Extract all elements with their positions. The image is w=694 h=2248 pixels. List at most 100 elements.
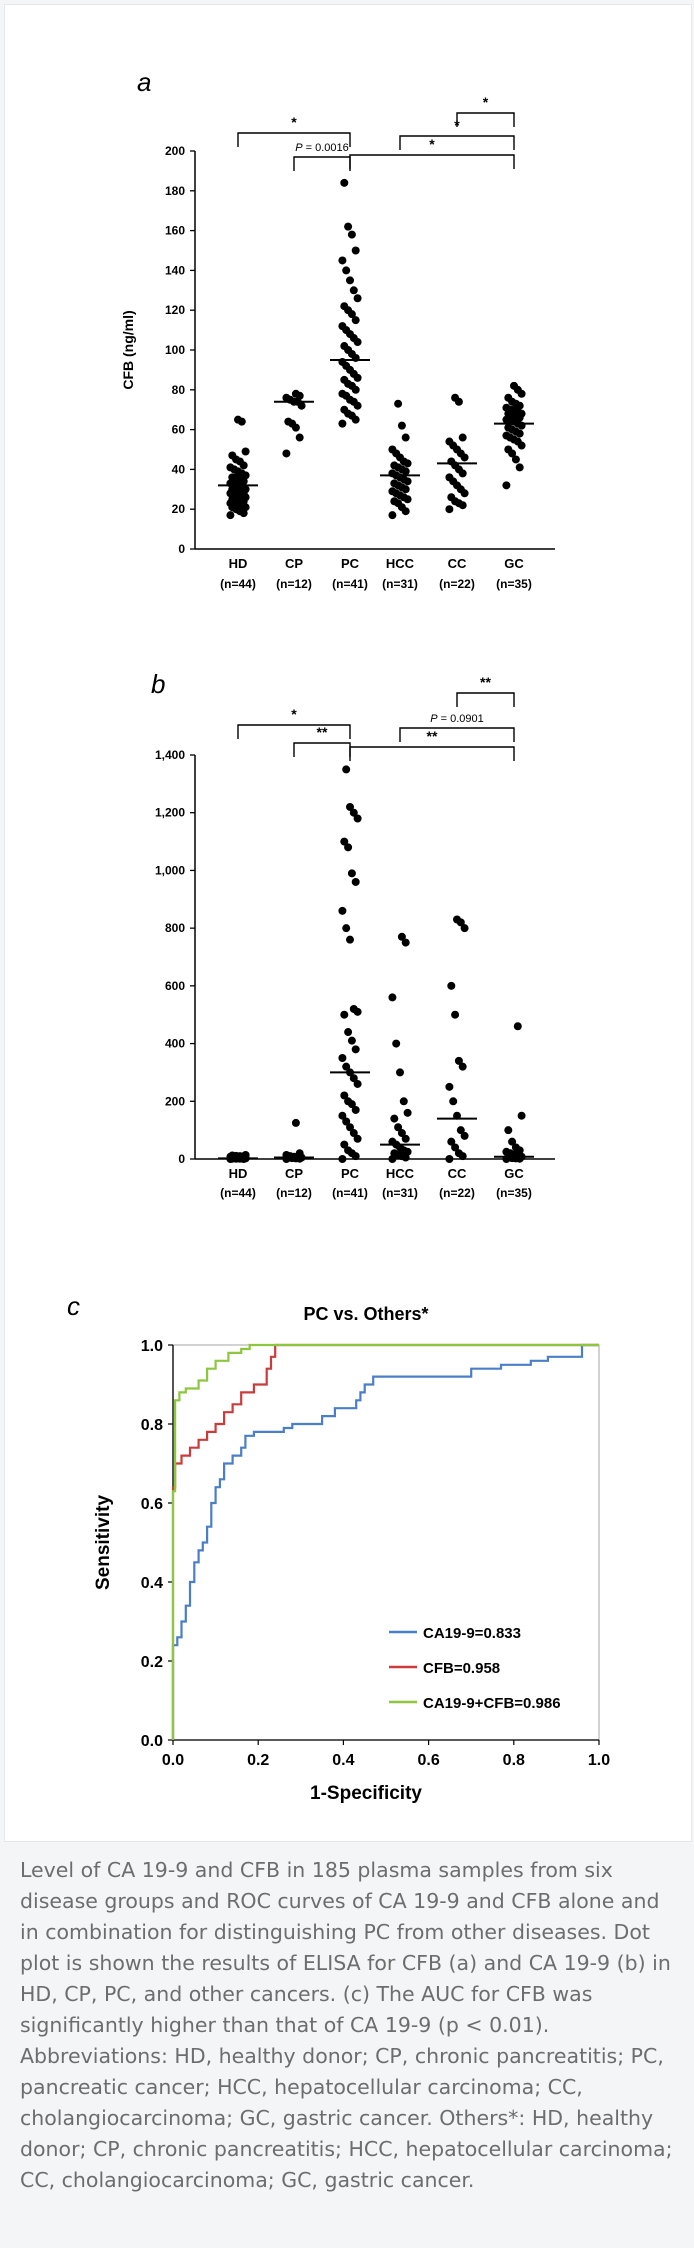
panel-b-data-point bbox=[454, 1056, 463, 1065]
panel-a-data-point bbox=[282, 393, 291, 402]
panel-a-data-point bbox=[451, 393, 460, 402]
panel-b-y-tick-label: 1,400 bbox=[155, 748, 185, 762]
panel-b-data-point bbox=[392, 1039, 401, 1048]
panel-b-significance-label: * bbox=[291, 706, 297, 722]
panel-a-data-point bbox=[340, 342, 349, 351]
panel-a-data-point bbox=[228, 451, 237, 460]
panel-b-data-point bbox=[353, 1079, 362, 1088]
panel-a-data-point bbox=[338, 322, 347, 331]
panel-a-data-point bbox=[388, 511, 397, 520]
panel-b-y-tick-label: 600 bbox=[165, 979, 185, 993]
roc-y-tick-label: 0.0 bbox=[141, 1733, 163, 1750]
panel-b-data-point bbox=[460, 924, 469, 933]
roc-y-tick-label: 0.4 bbox=[141, 1575, 163, 1592]
panel-b-data-point bbox=[295, 1149, 304, 1158]
panel-a-y-tick-label: 60 bbox=[172, 423, 186, 437]
panel-b-data-point bbox=[342, 1117, 351, 1126]
panel-a-data-point bbox=[458, 433, 467, 442]
panel-b-data-point bbox=[504, 1126, 513, 1135]
panel-a-data-point bbox=[340, 375, 349, 384]
panel-b-letter: b bbox=[151, 669, 165, 699]
panel-a-category-label: HCC bbox=[386, 556, 415, 571]
panel-b-data-point bbox=[342, 924, 351, 933]
panel-a-count-label: (n=41) bbox=[332, 577, 368, 591]
panel-b-data-point bbox=[353, 1134, 362, 1143]
panel-b-y-tick-label: 200 bbox=[165, 1094, 185, 1108]
panel-a-data-point bbox=[447, 493, 456, 502]
panel-b-data-point bbox=[349, 1074, 358, 1083]
panel-a-significance-bracket bbox=[456, 112, 515, 127]
panel-b-data-point bbox=[401, 1134, 410, 1143]
panel-a-significance-bracket bbox=[237, 132, 351, 147]
panel-a-data-point bbox=[515, 463, 524, 472]
panel-b-data-point bbox=[346, 1123, 354, 1132]
panel-b-data-point bbox=[344, 843, 353, 852]
panel-a-data-point bbox=[388, 445, 397, 454]
panel-a-category-label: CP bbox=[285, 556, 303, 571]
panel-a-category-label: HD bbox=[229, 556, 248, 571]
panel-b-count-label: (n=31) bbox=[382, 1186, 418, 1200]
roc-curve-2 bbox=[171, 1343, 599, 1740]
panel-a-data-point bbox=[340, 178, 349, 187]
panel-a-y-tick-label: 200 bbox=[165, 144, 185, 158]
panel-a-data-point bbox=[338, 419, 347, 428]
panel-b-y-tick-label: 0 bbox=[178, 1152, 185, 1166]
panel-b-data-point bbox=[351, 1045, 360, 1054]
panel-a-data-point bbox=[241, 447, 250, 456]
panel-a-data-point bbox=[340, 302, 349, 311]
panel-a-y-tick-label: 40 bbox=[172, 462, 186, 476]
panel-a-significance-label: * bbox=[291, 114, 297, 130]
panel-b-significance-label: ** bbox=[427, 728, 438, 744]
panel-b-data-point bbox=[456, 1126, 465, 1135]
panel-a-count-label: (n=22) bbox=[439, 577, 475, 591]
panel-b-data-point bbox=[397, 1129, 406, 1138]
panel-a-y-tick-label: 140 bbox=[165, 263, 185, 277]
roc-x-tick-label: 1.0 bbox=[588, 1752, 610, 1769]
panel-b-significance-label: ** bbox=[317, 724, 328, 740]
panel-a-count-label: (n=44) bbox=[220, 577, 256, 591]
roc-y-axis-label: Sensitivity bbox=[93, 1495, 114, 1590]
panel-b-data-point bbox=[517, 1111, 526, 1120]
panel-b-data-point bbox=[340, 1140, 349, 1149]
panel-b-data-point bbox=[347, 1036, 356, 1045]
figure-panel: a b c 0 20 40 60 80 100 120 140 160 180 200 CFB (ng… bbox=[4, 4, 692, 1842]
panel-a-data-point bbox=[353, 294, 362, 303]
panel-b-data-point bbox=[344, 1146, 353, 1155]
panel-a-y-tick-label: 120 bbox=[165, 303, 185, 317]
panel-b-data-point bbox=[349, 808, 358, 817]
panel-b-data-point bbox=[351, 1105, 360, 1114]
panel-c-letter: c bbox=[67, 1291, 80, 1321]
panel-a-data-point bbox=[234, 415, 242, 424]
panel-b-data-point bbox=[445, 1082, 454, 1091]
roc-title: PC vs. Others* bbox=[303, 1304, 428, 1324]
roc-y-tick-label: 0.8 bbox=[141, 1417, 163, 1434]
panel-b-data-point bbox=[342, 765, 351, 774]
panel-a-data-point bbox=[340, 405, 349, 414]
panel-b-significance-bracket bbox=[456, 692, 515, 707]
panel-a-significance-bracket bbox=[399, 135, 515, 150]
panel-a-data-point bbox=[344, 222, 353, 231]
roc-x-axis-label: 1-Specificity bbox=[310, 1783, 422, 1804]
panel-b-data-point bbox=[502, 1147, 511, 1156]
roc-x-tick-label: 0.6 bbox=[417, 1752, 439, 1769]
panel-a-count-label: (n=31) bbox=[382, 577, 418, 591]
panel-b-data-point bbox=[338, 906, 347, 915]
panel-b-significance-bracket bbox=[399, 727, 515, 742]
panel-b-data-point bbox=[291, 1118, 300, 1127]
panel-a-data-point bbox=[445, 505, 454, 514]
panel-a-category-label: CC bbox=[448, 556, 467, 571]
panel-a-data-point bbox=[511, 455, 520, 464]
panel-a-category-label: PC bbox=[341, 556, 360, 571]
panel-b-data-point bbox=[340, 1091, 349, 1100]
panel-b-data-point bbox=[342, 1062, 351, 1071]
roc-y-tick-label: 0.6 bbox=[141, 1496, 163, 1513]
roc-curve-3 bbox=[171, 1343, 599, 1740]
panel-b-data-point bbox=[460, 1131, 469, 1140]
panel-b-data-point bbox=[338, 1155, 347, 1163]
panel-a-data-point bbox=[342, 266, 351, 275]
panel-a-data-point bbox=[502, 403, 511, 412]
panel-b-y-tick-label: 1,000 bbox=[155, 863, 185, 877]
panel-a-data-point bbox=[226, 511, 235, 520]
panel-b-y-tick-label: 800 bbox=[165, 921, 185, 935]
panel-a-data-point bbox=[445, 473, 454, 482]
